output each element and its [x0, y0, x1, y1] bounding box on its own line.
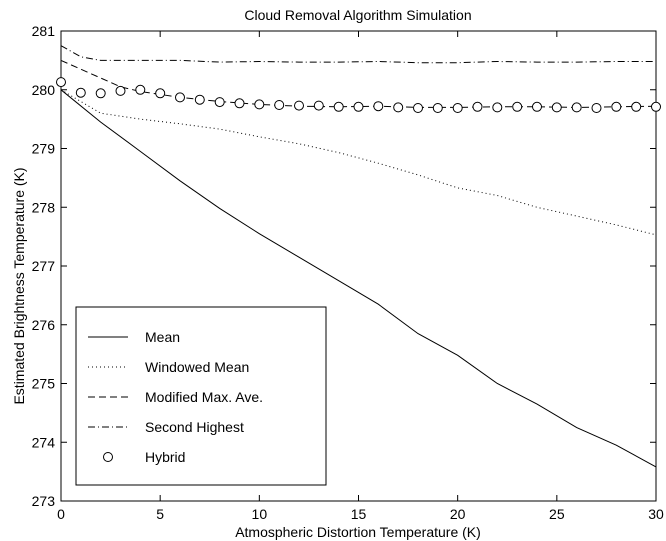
series-line-second-highest — [60, 45, 656, 64]
series-line-modified-max-ave — [60, 59, 657, 108]
y-tick-label: 280 — [32, 82, 56, 98]
series-point-hybrid — [294, 100, 304, 111]
x-tick-label: 5 — [156, 506, 164, 522]
y-tick-label: 281 — [32, 23, 56, 39]
series-point-hybrid — [512, 101, 523, 112]
legend-marker-hybrid — [103, 452, 113, 462]
series-point-hybrid — [155, 88, 166, 99]
series-point-hybrid — [413, 103, 423, 113]
series-point-hybrid — [631, 101, 642, 112]
y-tick-label: 278 — [32, 199, 56, 215]
series-point-hybrid — [611, 101, 622, 112]
series-point-hybrid — [115, 85, 126, 96]
series-point-hybrid — [175, 92, 185, 103]
axis-ticks: 0 5 10 15 20 25 30 273 274 275 276 277 278 279 280 281 — [32, 23, 664, 522]
series-point-hybrid — [75, 87, 86, 98]
x-tick-label: 15 — [351, 506, 367, 522]
x-tick-label: 30 — [648, 506, 664, 522]
data-series — [56, 45, 661, 468]
series-point-hybrid — [353, 101, 364, 112]
series-point-hybrid — [333, 101, 344, 112]
y-axis-label: Estimated Brightness Temperature (K) — [11, 167, 27, 404]
series-point-hybrid — [591, 103, 602, 113]
x-axis-label: Atmospheric Distortion Temperature (K) — [235, 524, 481, 540]
series-point-hybrid — [393, 102, 404, 113]
legend-label-modified-max-ave: Modified Max. Ave. — [145, 389, 263, 405]
series-point-hybrid — [95, 88, 106, 99]
series-point-hybrid — [432, 103, 443, 113]
series-point-hybrid — [56, 77, 66, 88]
legend-label-windowed-mean: Windowed Mean — [145, 359, 249, 375]
series-point-hybrid — [214, 97, 225, 108]
series-point-hybrid — [551, 102, 562, 113]
series-point-hybrid — [452, 103, 463, 113]
series-point-hybrid — [532, 101, 542, 112]
y-tick-label: 277 — [32, 258, 56, 274]
y-tick-label: 273 — [32, 493, 56, 509]
legend-label-hybrid: Hybrid — [145, 449, 185, 465]
series-point-hybrid — [492, 102, 503, 113]
series-point-hybrid — [135, 84, 146, 95]
series-point-hybrid — [254, 99, 265, 110]
legend-label-second-highest: Second Highest — [145, 419, 244, 435]
y-tick-label: 276 — [32, 317, 56, 333]
series-point-hybrid — [373, 101, 384, 112]
x-tick-label: 10 — [252, 506, 268, 522]
x-tick-label: 0 — [57, 506, 65, 522]
y-tick-label: 274 — [32, 434, 56, 450]
x-tick-label: 25 — [549, 506, 565, 522]
chart-title: Cloud Removal Algorithm Simulation — [244, 7, 471, 23]
series-point-hybrid — [234, 98, 245, 109]
series-point-hybrid — [194, 94, 205, 105]
series-point-hybrid — [571, 102, 582, 113]
x-tick-label: 20 — [450, 506, 466, 522]
series-point-hybrid — [651, 101, 661, 112]
y-tick-label: 275 — [32, 376, 56, 392]
series-point-hybrid — [472, 101, 483, 112]
legend-label-mean: Mean — [145, 329, 180, 345]
legend: Mean Windowed Mean Modified Max. Ave. Se… — [75, 306, 327, 486]
series-point-hybrid — [274, 100, 285, 110]
y-tick-label: 279 — [32, 141, 56, 157]
series-point-hybrid — [313, 100, 324, 111]
series-line-mean — [60, 89, 657, 468]
